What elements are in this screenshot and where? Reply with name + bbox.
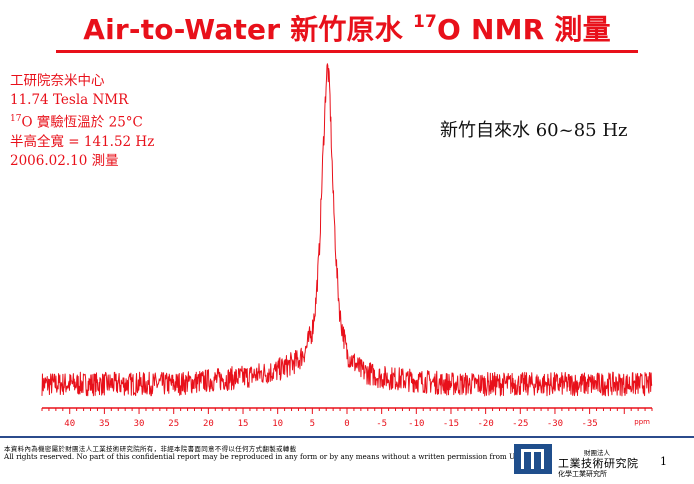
x-tick-label: -30 [547,419,563,429]
info-date: 2006.02.10 測量 [10,152,119,169]
experiment-info: 工研院奈米中心 11.74 Tesla NMR 17O 實驗恆溫於 25°C 半… [10,72,154,171]
info-temperature-superscript: 17 [10,114,22,124]
x-tick-label: -25 [512,419,528,429]
x-tick-label: 30 [134,419,145,429]
info-fwhm: 半高全寬 = 141.52 Hz [10,133,155,150]
x-tick-label: -5 [376,419,387,429]
copyright-notice: All rights reserved. No part of this con… [4,452,546,461]
slide-title: Air-to-Water 新竹原水 17O NMR 測量 [0,8,694,48]
x-tick-label: 0 [344,419,349,429]
x-tick-label: -20 [478,419,494,429]
confidential-notice: 本資料內為機密屬於財團法人工業技術研究院所有，非經本院書面同意不得以任何方式翻製… [4,445,297,453]
x-axis-unit-label: ppm [634,418,650,426]
org-division: 化學工業研究所 [558,470,607,478]
x-tick-label: -10 [408,419,424,429]
nmr-spectrum-chart: 40 35 30 25 20 15 10 5 0 -5 -10 -15 -20 -25 -30 -35 ppm [41,63,653,429]
x-tick-label: -35 [581,419,597,429]
itri-logo [514,444,552,474]
info-field: 11.74 Tesla NMR [10,92,129,108]
org-prefix: 財團法人 [584,449,610,457]
x-tick-label: 40 [64,419,75,429]
info-temperature: 17O 實驗恆溫於 25°C [10,110,154,133]
org-name: 工業技術研究院 [558,457,639,470]
sample-label: 新竹自來水 60~85 Hz [440,120,628,141]
x-tick-label: -15 [443,419,459,429]
title-main: Air-to-Water 新竹原水 [83,13,413,46]
x-tick-label: 10 [272,419,283,429]
title-rest: O NMR 測量 [437,13,611,46]
x-tick-label: 20 [203,419,214,429]
x-tick-label: 35 [99,419,110,429]
page-number: 1 [660,455,667,468]
footer-divider [0,436,694,438]
info-lab: 工研院奈米中心 [10,73,105,89]
x-tick-label: 25 [168,419,179,429]
info-temperature-text: O 實驗恆溫於 25°C [21,114,143,131]
x-tick-label: 15 [238,419,249,429]
spectrum-trace [41,63,653,397]
x-tick-label: 5 [310,419,315,429]
title-superscript: 17 [412,11,438,32]
title-underline [56,50,638,53]
